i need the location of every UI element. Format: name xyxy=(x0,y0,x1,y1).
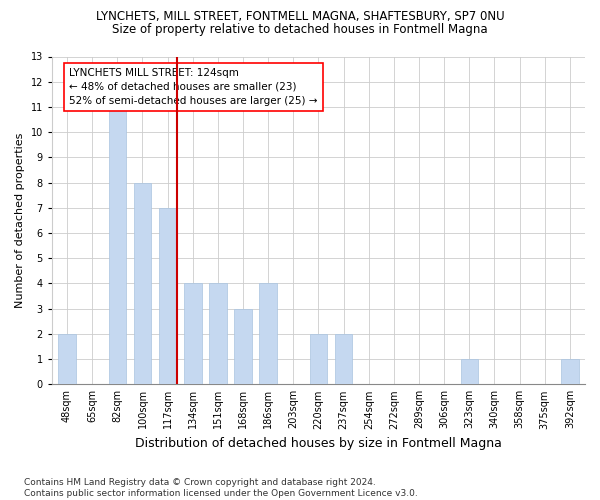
X-axis label: Distribution of detached houses by size in Fontmell Magna: Distribution of detached houses by size … xyxy=(135,437,502,450)
Text: Size of property relative to detached houses in Fontmell Magna: Size of property relative to detached ho… xyxy=(112,22,488,36)
Bar xyxy=(184,284,202,384)
Bar xyxy=(561,359,579,384)
Bar xyxy=(134,182,151,384)
Bar xyxy=(234,308,252,384)
Bar xyxy=(209,284,227,384)
Bar xyxy=(310,334,327,384)
Y-axis label: Number of detached properties: Number of detached properties xyxy=(15,132,25,308)
Bar xyxy=(461,359,478,384)
Bar xyxy=(58,334,76,384)
Bar xyxy=(259,284,277,384)
Text: LYNCHETS, MILL STREET, FONTMELL MAGNA, SHAFTESBURY, SP7 0NU: LYNCHETS, MILL STREET, FONTMELL MAGNA, S… xyxy=(95,10,505,23)
Text: Contains HM Land Registry data © Crown copyright and database right 2024.
Contai: Contains HM Land Registry data © Crown c… xyxy=(24,478,418,498)
Bar xyxy=(109,107,126,384)
Text: LYNCHETS MILL STREET: 124sqm
← 48% of detached houses are smaller (23)
52% of se: LYNCHETS MILL STREET: 124sqm ← 48% of de… xyxy=(69,68,317,106)
Bar xyxy=(159,208,176,384)
Bar xyxy=(335,334,352,384)
